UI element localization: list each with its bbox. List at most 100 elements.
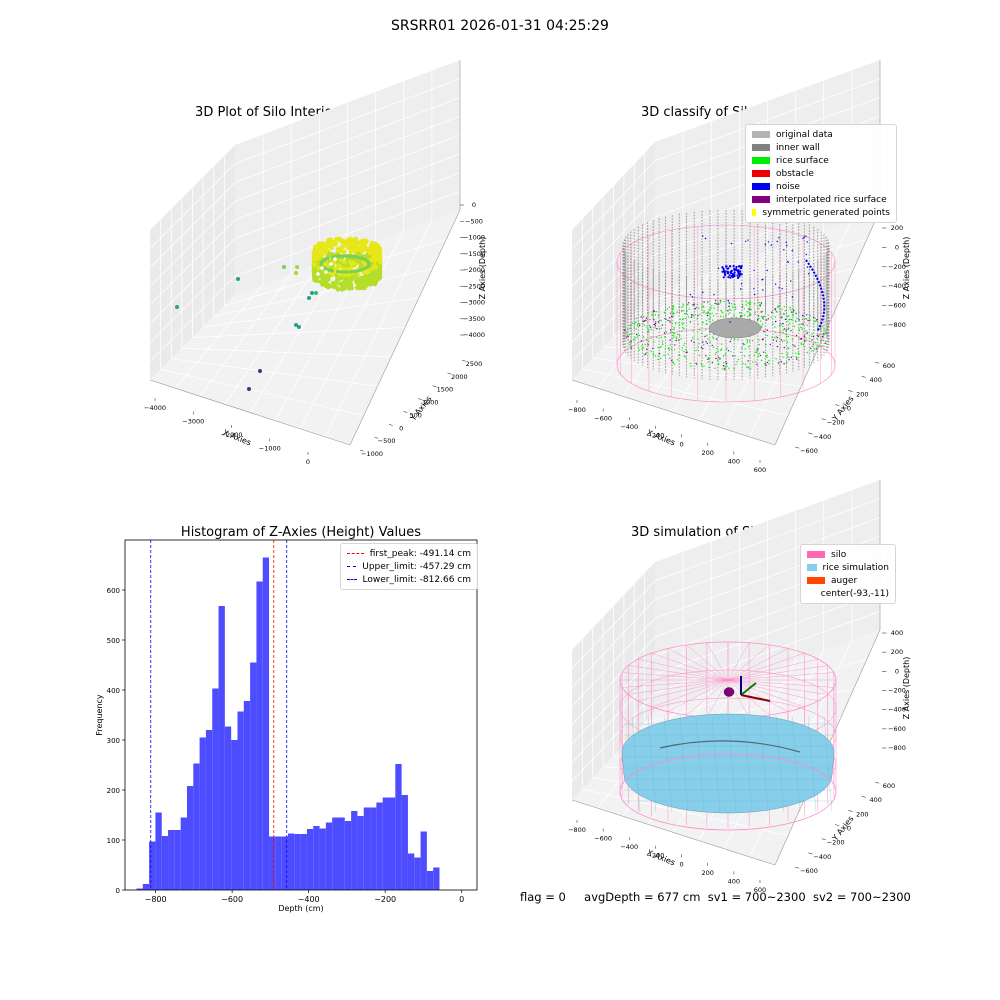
surface-point (707, 338, 709, 340)
data-point (372, 268, 378, 273)
x-tick-label: 400 (728, 877, 740, 885)
surface-point (805, 317, 807, 320)
data-point (312, 262, 317, 267)
surface-point (708, 358, 710, 360)
data-point (369, 263, 374, 268)
surface-point (675, 339, 677, 342)
surface-point (683, 310, 685, 312)
data-point (311, 254, 317, 259)
data-point (354, 255, 358, 259)
data-point (376, 265, 381, 270)
data-point (349, 253, 354, 259)
data-point (311, 264, 317, 269)
y-tick-label: 100 (107, 837, 120, 845)
surface-point (703, 310, 705, 312)
data-point (344, 262, 349, 267)
noise-point (737, 269, 740, 272)
data-point (344, 253, 349, 259)
surface-point (671, 359, 673, 362)
data-point (315, 268, 320, 273)
data-point (368, 259, 374, 264)
data-point (337, 260, 343, 265)
grid-line (622, 691, 712, 817)
noise-point (736, 274, 739, 277)
surface-point (805, 340, 807, 342)
data-point (247, 387, 251, 391)
surface-point (775, 335, 778, 338)
data-point (376, 260, 381, 265)
data-point (364, 266, 370, 271)
x-axis-label: Depth (cm) (278, 904, 323, 913)
noise-point (787, 260, 789, 263)
noise-point (739, 267, 743, 270)
data-point (318, 258, 324, 264)
data-point (311, 255, 317, 260)
data-point (375, 247, 380, 253)
pane (150, 145, 235, 380)
surface-point (819, 328, 822, 331)
silo-roof-spoke (727, 679, 789, 712)
data-point (314, 254, 319, 259)
surface-point (705, 323, 707, 325)
classify-legend: original data inner wall rice surface ob… (745, 124, 897, 223)
data-point (321, 275, 327, 281)
surface-point (717, 335, 720, 337)
data-point (322, 277, 327, 282)
data-point (315, 278, 320, 284)
data-point (311, 254, 317, 259)
data-point (361, 258, 366, 263)
surface-point (813, 348, 816, 350)
data-point (318, 265, 323, 270)
y-tick-label: 300 (107, 737, 120, 745)
surface-point (789, 322, 791, 325)
data-point (377, 273, 382, 278)
noise-point (761, 279, 763, 281)
histogram-bar (269, 836, 276, 890)
noise-point (729, 271, 733, 275)
data-point (352, 260, 357, 265)
surface-point (801, 328, 803, 330)
surface-point (653, 310, 655, 312)
surface-point (683, 355, 685, 357)
data-point (236, 277, 240, 281)
data-point (369, 243, 374, 248)
surface-point (756, 325, 758, 327)
histogram-bar (168, 830, 175, 890)
data-point (326, 262, 332, 267)
data-point (348, 282, 353, 287)
data-point (336, 255, 342, 260)
data-point (319, 256, 325, 261)
surface-point (672, 361, 674, 363)
data-point (349, 244, 354, 249)
data-point (311, 256, 317, 261)
data-point (330, 255, 334, 259)
data-point (355, 281, 360, 286)
data-point (366, 259, 370, 264)
surface-point (768, 363, 770, 365)
grid-line (571, 599, 656, 688)
surface-point (750, 313, 752, 316)
noise-point (730, 242, 733, 245)
data-point (373, 259, 379, 264)
surface-point (801, 318, 804, 321)
silo-roof-spoke (727, 679, 818, 702)
silo-roof-spoke (686, 644, 729, 681)
grid-line (623, 297, 841, 326)
data-point (314, 271, 320, 276)
data-point (341, 240, 346, 245)
surface-point (820, 328, 822, 330)
data-point (341, 249, 346, 255)
histogram-bar (231, 740, 238, 890)
mesh-line (791, 715, 801, 813)
surface-point (647, 312, 649, 314)
data-point (311, 256, 317, 262)
z-tick-label: 200 (891, 224, 903, 232)
histogram-bar (224, 726, 232, 890)
surface-point (708, 309, 710, 311)
data-point (327, 262, 332, 267)
grid-line (592, 777, 802, 807)
grid-line (149, 219, 236, 306)
data-point (369, 269, 374, 274)
data-point (316, 256, 322, 261)
grid-line (597, 701, 684, 809)
